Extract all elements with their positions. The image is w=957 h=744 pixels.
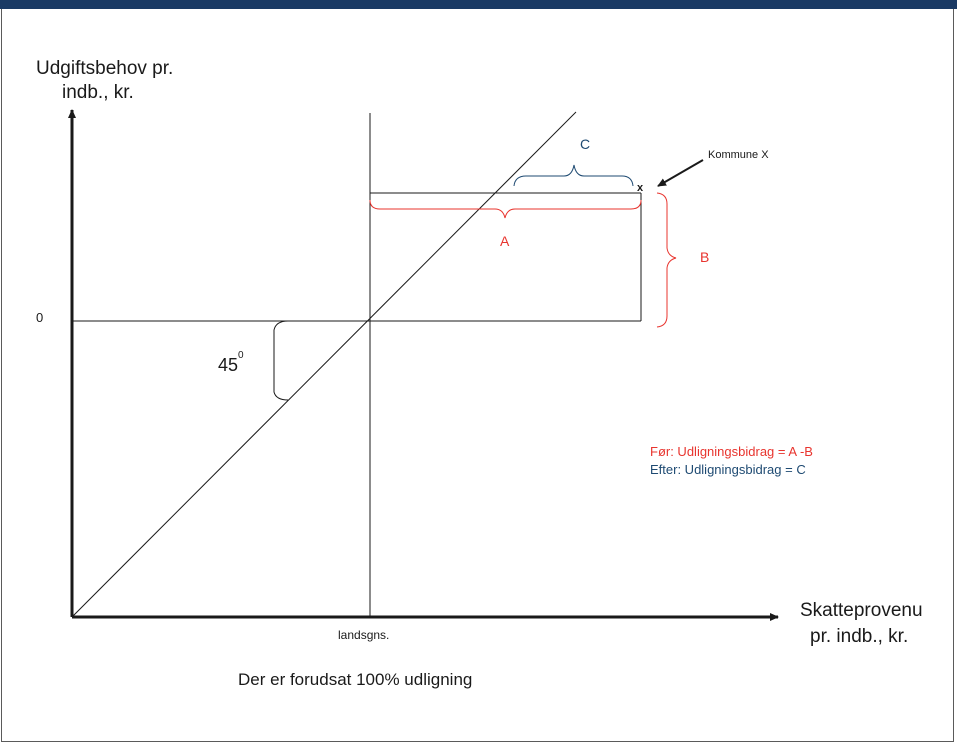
brace-b-label: B (700, 249, 710, 265)
angle-label: 450 (218, 350, 244, 375)
caption: Der er forudsat 100% udligning (238, 670, 473, 689)
brace-a-label: A (500, 233, 510, 249)
y-axis-label-line1: Udgiftsbehov pr. (36, 58, 174, 79)
angle-degree-sup: 0 (238, 350, 244, 361)
brace-b (656, 192, 677, 328)
brace-c (513, 164, 634, 187)
legend-efter: Efter: Udligningsbidrag = C (650, 462, 806, 477)
x-axis-label-line2: pr. indb., kr. (810, 626, 909, 647)
landsgns-label: landsgns. (338, 628, 390, 642)
header-bar (0, 0, 957, 9)
angle-bracket (273, 320, 289, 401)
brace-a (369, 199, 642, 219)
legend-foer: Før: Udligningsbidrag = A -B (650, 444, 813, 459)
kommune-label: Kommune X (708, 149, 769, 161)
45-degree-line (71, 111, 577, 618)
kommune-pointer-arrow (657, 159, 704, 187)
x-axis-label-line1: Skatteprovenu (800, 600, 923, 621)
brace-c-label: C (580, 136, 591, 152)
y-axis-label-line2: indb., kr. (62, 82, 134, 103)
slide-frame (1, 9, 954, 742)
zero-label: 0 (36, 310, 44, 325)
kommune-point-marker: x (637, 182, 644, 194)
